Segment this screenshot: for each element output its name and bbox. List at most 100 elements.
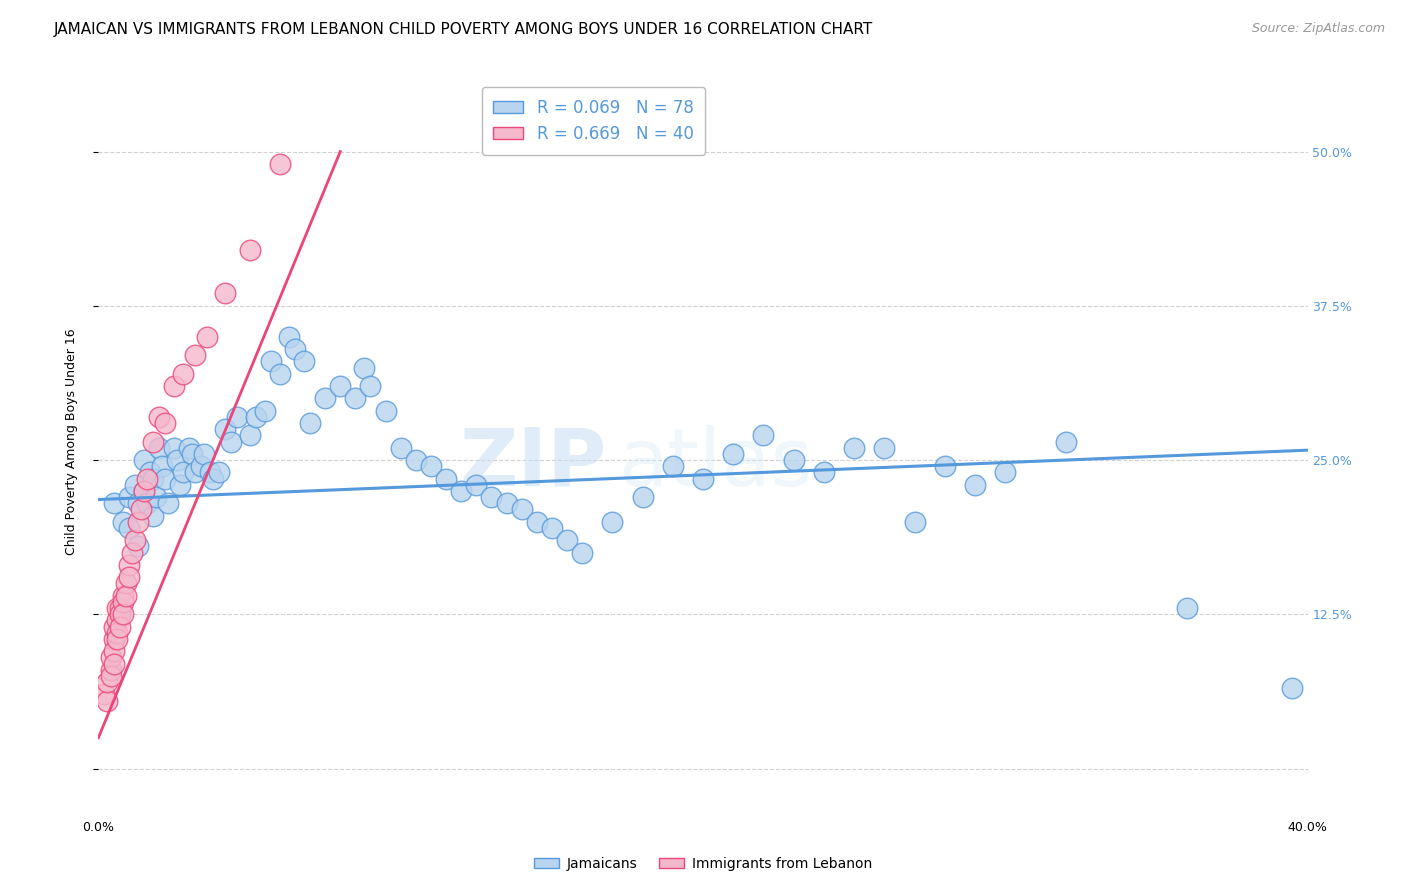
Y-axis label: Child Poverty Among Boys Under 16: Child Poverty Among Boys Under 16 <box>65 328 77 555</box>
Point <box>260 354 283 368</box>
Point <box>142 508 165 523</box>
Point <box>555 533 578 548</box>
Point <box>105 625 128 640</box>
Point <box>994 466 1017 480</box>
Point <box>96 675 118 690</box>
Point <box>100 650 122 665</box>
Point <box>571 546 593 560</box>
Point <box>105 614 128 628</box>
Point <box>495 496 517 510</box>
Text: ZIP: ZIP <box>458 425 606 503</box>
Point <box>269 157 291 171</box>
Point <box>114 576 136 591</box>
Point <box>114 589 136 603</box>
Point <box>142 471 165 485</box>
Point <box>329 379 352 393</box>
Point <box>221 434 243 449</box>
Point <box>118 570 141 584</box>
Point <box>103 496 125 510</box>
Point <box>166 453 188 467</box>
Point <box>103 657 125 671</box>
Point <box>292 354 315 368</box>
Point <box>752 428 775 442</box>
Point <box>118 521 141 535</box>
Point <box>353 360 375 375</box>
Point <box>127 540 149 554</box>
Point <box>1175 601 1198 615</box>
Point <box>169 477 191 491</box>
Point <box>214 286 236 301</box>
Point <box>100 669 122 683</box>
Point <box>299 416 322 430</box>
Point <box>873 441 896 455</box>
Point <box>139 466 162 480</box>
Point <box>434 471 457 485</box>
Point <box>904 515 927 529</box>
Point <box>184 348 207 362</box>
Point <box>692 471 714 485</box>
Point <box>124 533 146 548</box>
Point <box>156 496 179 510</box>
Legend: Jamaicans, Immigrants from Lebanon: Jamaicans, Immigrants from Lebanon <box>529 851 877 876</box>
Point <box>184 466 207 480</box>
Point <box>145 490 167 504</box>
Point <box>253 403 276 417</box>
Point <box>111 607 134 622</box>
Point <box>193 447 215 461</box>
Point <box>510 502 533 516</box>
Point <box>450 483 472 498</box>
Point <box>226 409 249 424</box>
Point <box>202 471 225 485</box>
Point <box>208 466 231 480</box>
Point <box>105 632 128 646</box>
Point <box>93 688 115 702</box>
Point <box>420 459 443 474</box>
Point <box>481 490 503 504</box>
Point <box>844 441 866 455</box>
Text: Source: ZipAtlas.com: Source: ZipAtlas.com <box>1251 22 1385 36</box>
Point <box>132 483 155 498</box>
Point <box>103 632 125 646</box>
Point <box>1054 434 1077 449</box>
Point <box>181 447 204 461</box>
Point <box>132 453 155 467</box>
Point <box>661 459 683 474</box>
Point <box>124 477 146 491</box>
Point <box>245 409 267 424</box>
Point <box>121 546 143 560</box>
Point <box>153 471 176 485</box>
Point <box>602 515 624 529</box>
Point <box>214 422 236 436</box>
Point <box>540 521 562 535</box>
Point <box>1281 681 1303 696</box>
Point <box>783 453 806 467</box>
Point <box>148 409 170 424</box>
Point <box>100 663 122 677</box>
Point <box>142 434 165 449</box>
Text: JAMAICAN VS IMMIGRANTS FROM LEBANON CHILD POVERTY AMONG BOYS UNDER 16 CORRELATIO: JAMAICAN VS IMMIGRANTS FROM LEBANON CHIL… <box>53 22 873 37</box>
Text: atlas: atlas <box>619 425 813 503</box>
Point <box>239 244 262 258</box>
Point <box>105 601 128 615</box>
Point <box>965 477 987 491</box>
Point <box>934 459 956 474</box>
Point <box>118 558 141 572</box>
Point <box>465 477 488 491</box>
Point <box>284 342 307 356</box>
Point <box>813 466 835 480</box>
Point <box>269 367 291 381</box>
Point <box>360 379 382 393</box>
Point <box>135 496 157 510</box>
Point <box>344 392 367 406</box>
Point <box>374 403 396 417</box>
Point <box>405 453 427 467</box>
Point <box>108 619 131 633</box>
Point <box>172 367 194 381</box>
Point <box>129 502 152 516</box>
Point <box>135 471 157 485</box>
Point <box>631 490 654 504</box>
Point <box>239 428 262 442</box>
Point <box>103 619 125 633</box>
Point <box>118 490 141 504</box>
Point <box>190 459 212 474</box>
